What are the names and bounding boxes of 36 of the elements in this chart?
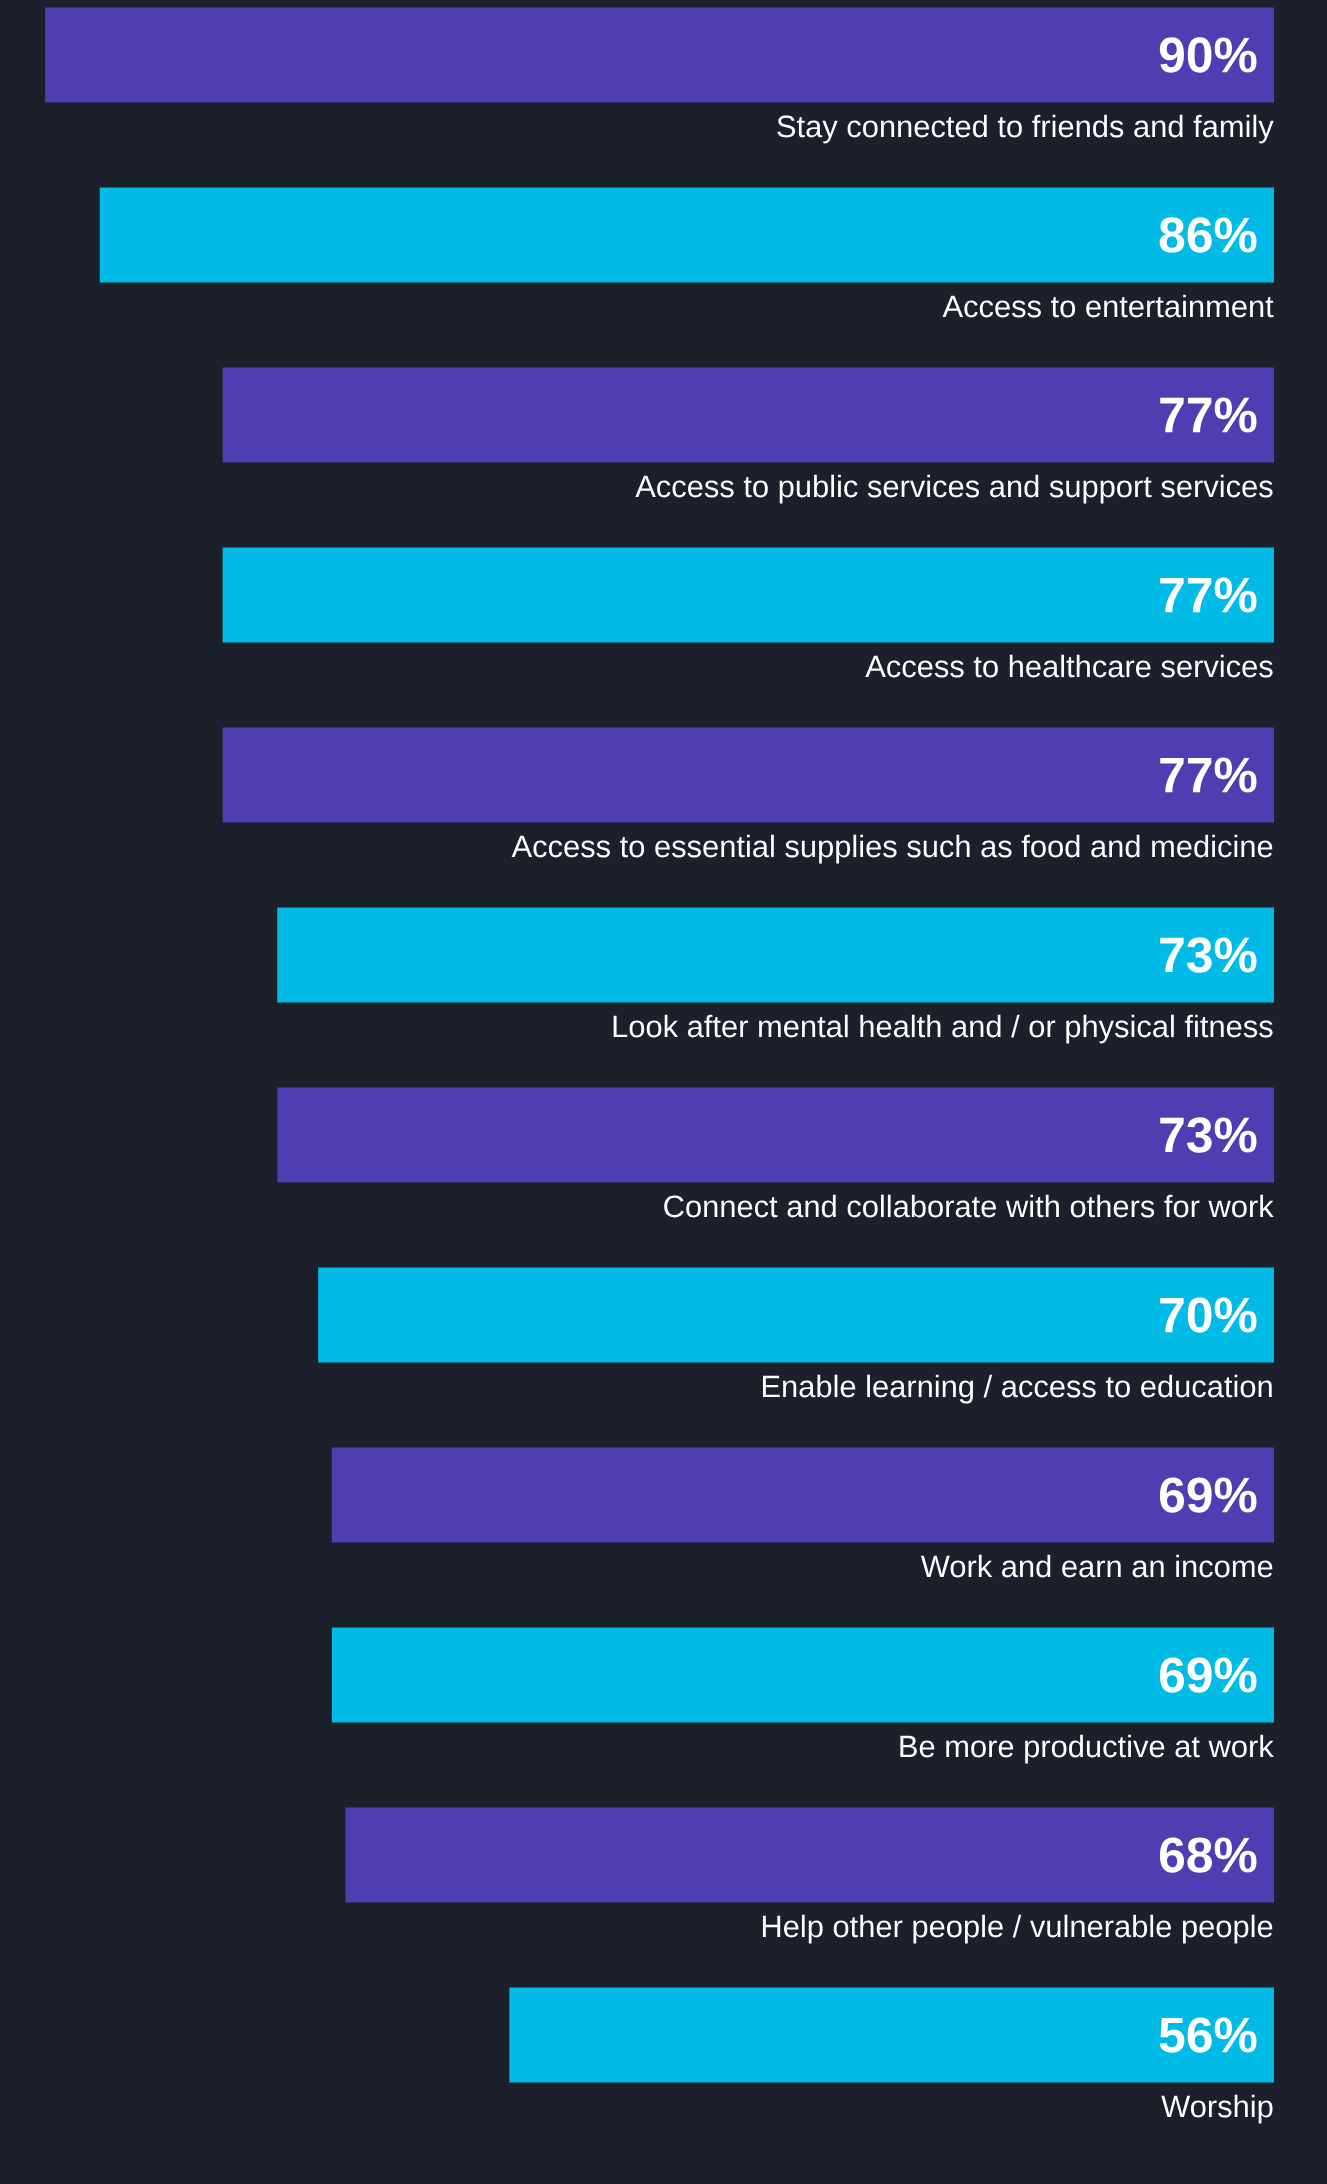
bar (45, 7, 1274, 103)
data-label: 73% (1160, 937, 1257, 973)
bar (509, 1987, 1274, 2083)
data-label: 56% (1159, 2017, 1257, 2053)
y-tick-label: Look after mental health and / or physical fitness (613, 1014, 1273, 1044)
data-label: 77% (1160, 757, 1257, 793)
y-tick-label: Enable learning / access to education (762, 1374, 1272, 1404)
bar (277, 907, 1274, 1003)
y-tick-label: Access to entertainment (942, 294, 1274, 318)
bar (345, 1807, 1274, 1903)
bar (99, 187, 1274, 283)
y-tick-label: Connect and collaborate with others for work (664, 1194, 1274, 1218)
data-label: 90% (1159, 37, 1257, 73)
y-tick-label: Access to public services and support services (635, 474, 1273, 504)
y-tick-label: Be more productive at work (900, 1734, 1274, 1764)
y-tick-label: Stay connected to friends and family (777, 114, 1274, 144)
data-label: 77% (1160, 577, 1257, 613)
bar (331, 1447, 1274, 1543)
bar (222, 727, 1274, 823)
y-tick-label: Worship (1161, 2094, 1273, 2124)
bar (318, 1267, 1274, 1363)
bar (331, 1627, 1274, 1723)
data-label: 69% (1159, 1477, 1257, 1513)
bar (277, 1087, 1274, 1183)
bar (222, 547, 1274, 643)
data-label: 68% (1159, 1837, 1257, 1873)
data-label: 73% (1160, 1117, 1257, 1153)
data-label: 69% (1159, 1657, 1257, 1693)
bar (222, 367, 1274, 463)
data-label: 77% (1160, 397, 1257, 433)
data-label: 70% (1160, 1297, 1257, 1333)
y-tick-label: Access to healthcare services (865, 654, 1273, 678)
y-tick-label: Work and earn an income (920, 1554, 1273, 1578)
y-tick-label: Access to essential supplies such as food and medicine (511, 834, 1273, 864)
y-tick-label: Help other people / vulnerable people (762, 1914, 1273, 1944)
data-label: 86% (1159, 217, 1257, 253)
